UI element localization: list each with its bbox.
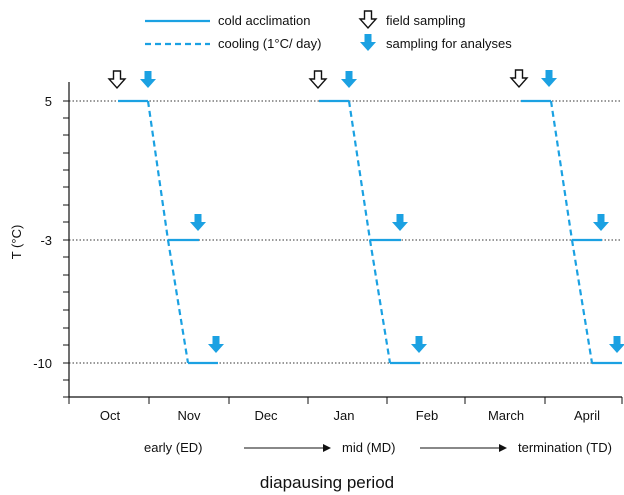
cooling-segment-minus3-to-minus10-termination xyxy=(570,239,594,364)
month-label-dec: Dec xyxy=(254,408,278,423)
phase-label-mid: mid (MD) xyxy=(342,440,395,455)
month-label-march: March xyxy=(488,408,524,423)
analysis-sampling-icon-mid-minus3 xyxy=(392,214,408,231)
month-label-april: April xyxy=(574,408,600,423)
analysis-sampling-icon-mid-5 xyxy=(341,71,357,88)
y-tick-label-minus3: -3 xyxy=(40,233,52,248)
month-label-jan: Jan xyxy=(334,408,355,423)
analysis-sampling-icon-termination-5 xyxy=(541,70,557,87)
legend-analysis-sampling-icon xyxy=(360,34,376,51)
cooling-segment-5-to-minus3-early xyxy=(146,100,170,241)
month-label-feb: Feb xyxy=(416,408,438,423)
cooling-segment-minus3-to-minus10-mid xyxy=(368,239,392,364)
field-sampling-icon-termination xyxy=(509,69,529,89)
x-axis-ticks xyxy=(68,397,623,404)
field-sampling-icon-early xyxy=(107,70,127,90)
series-cycle-termination xyxy=(521,99,622,365)
phase-label-termination: termination (TD) xyxy=(518,440,612,455)
analysis-sampling-icon-early-5 xyxy=(140,71,156,88)
sampling-markers xyxy=(107,69,624,353)
field-sampling-icon-mid xyxy=(308,70,328,90)
analysis-sampling-icon-early-minus10 xyxy=(208,336,224,353)
y-axis-ticks xyxy=(63,100,69,398)
analysis-sampling-icon-mid-minus10 xyxy=(411,336,427,353)
analysis-sampling-icon-termination-minus10 xyxy=(609,336,624,353)
series-cycle-early xyxy=(118,99,218,365)
y-tick-label-5: 5 xyxy=(45,94,52,109)
analysis-sampling-icon-termination-minus3 xyxy=(593,214,609,231)
legend-cold-acclimation: cold acclimation xyxy=(218,13,311,28)
y-axis-title: T (°C) xyxy=(9,225,24,260)
legend-cooling: cooling (1°C/ day) xyxy=(218,36,321,51)
legend-field-sampling: field sampling xyxy=(386,13,466,28)
series-cycle-mid xyxy=(319,99,420,365)
reference-lines xyxy=(69,100,622,364)
month-label-nov: Nov xyxy=(177,408,201,423)
legend: cold acclimation cooling (1°C/ day) fiel… xyxy=(145,10,512,51)
legend-sampling-for-analyses: sampling for analyses xyxy=(386,36,512,51)
month-label-oct: Oct xyxy=(100,408,121,423)
cooling-segment-minus3-to-minus10-early xyxy=(166,239,190,364)
y-tick-label-minus10: -10 xyxy=(33,356,52,371)
legend-field-sampling-icon xyxy=(358,10,378,30)
cooling-segment-5-to-minus3-mid xyxy=(347,100,372,241)
x-axis-title: diapausing period xyxy=(260,473,394,492)
phase-label-early: early (ED) xyxy=(144,440,203,455)
axes xyxy=(63,82,623,404)
cooling-segment-5-to-minus3-termination xyxy=(549,100,574,241)
analysis-sampling-icon-early-minus3 xyxy=(190,214,206,231)
